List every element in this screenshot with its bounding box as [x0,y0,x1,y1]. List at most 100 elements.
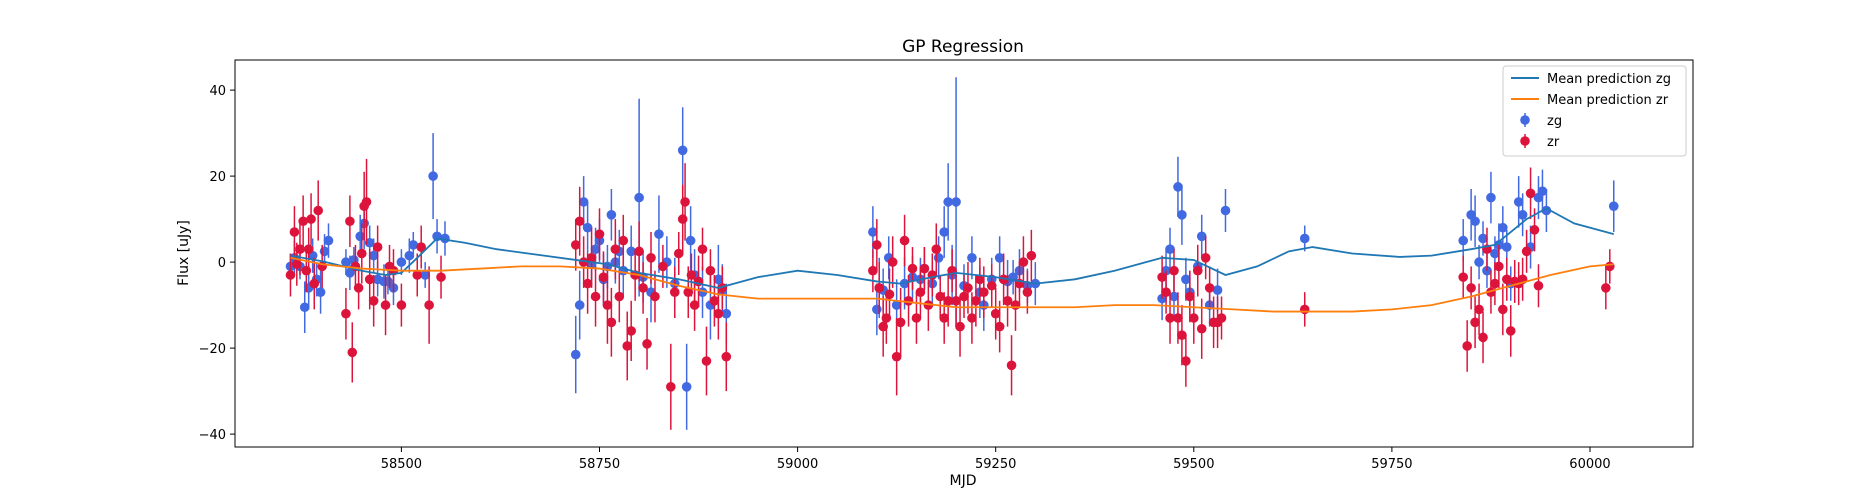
data-point-zr [1466,283,1476,293]
data-point-zr [1601,283,1611,293]
data-point-zr [1026,250,1037,261]
legend-label: Mean prediction zr [1547,93,1669,108]
data-point-zr [872,240,882,250]
data-point-zg [420,270,430,280]
data-point-zr [642,339,652,349]
data-point-zg [1478,233,1488,244]
data-point-zr [582,278,593,289]
data-point-zr [955,321,965,332]
y-tick-label: 0 [218,256,226,271]
data-point-zr [895,317,906,328]
data-point-zr [1185,291,1195,302]
data-point-zg [299,302,310,313]
chart-title: GP Regression [902,37,1024,57]
data-point-zr [975,274,985,285]
data-point-zr [1192,265,1203,276]
data-point-zg [404,250,415,261]
data-point-zr [1501,274,1512,285]
data-point-zg [606,210,617,220]
data-point-zr [979,287,989,298]
data-point-zg [685,235,696,246]
legend-label: zg [1547,114,1562,129]
data-point-zg [1498,222,1508,233]
series-zr [285,158,1615,430]
data-point-zr [309,278,320,289]
data-point-zr [677,214,688,224]
data-point-zr [364,274,375,285]
legend: Mean prediction zg Mean prediction zr zg zr [1502,65,1687,157]
data-point-zr [881,313,892,323]
data-point-zg [345,268,355,278]
x-tick-label: 60000 [1569,457,1610,472]
data-point-zg [1173,182,1183,192]
data-point-zr [574,216,585,227]
data-point-zr [622,341,633,351]
legend-swatch [1520,115,1530,125]
data-point-zg [1458,235,1469,246]
data-point-zr [606,317,617,328]
data-point-zr [301,265,312,276]
data-point-zg [677,145,688,156]
data-point-zr [436,272,446,282]
data-point-zr [939,313,949,323]
data-point-zr [1200,252,1211,263]
data-point-zr [614,291,625,302]
data-point-zr [1181,356,1191,366]
x-tick-label: 59500 [1173,457,1214,472]
y-axis: −40 −20 0 20 40 [199,84,235,443]
data-point-zr [919,263,930,274]
data-point-zr [1521,246,1532,257]
data-point-zr [298,216,308,227]
data-point-zg [943,197,953,207]
data-point-zr [1529,225,1540,235]
data-point-zr [598,272,609,282]
legend-label: Mean prediction zg [1547,72,1671,87]
data-point-zg [939,227,949,237]
data-point-zr [1204,283,1215,293]
data-point-zg [408,240,419,250]
data-point-zr [1196,323,1207,334]
data-point-zr [638,283,648,293]
data-point-zr [356,248,367,259]
data-point-zr [884,289,895,300]
data-point-zg [1501,242,1512,252]
data-point-zr [618,235,629,246]
data-point-zg [1541,205,1552,216]
y-tick-label: −20 [199,342,226,357]
data-point-zr [586,252,597,263]
data-point-zg [1608,201,1619,211]
plot-area [234,59,1694,448]
data-point-zg [1470,216,1480,227]
data-point-zg [590,244,601,254]
data-point-zr [590,291,601,302]
data-point-zg [341,257,351,267]
data-point-zr [578,257,589,267]
data-point-zg [570,349,581,360]
data-point-zr [650,291,660,302]
data-point-zg [368,250,379,261]
data-point-zr [1177,330,1187,341]
data-point-zr [361,197,372,207]
data-point-zr [1604,261,1615,272]
data-point-zg [872,304,882,315]
data-point-zr [1188,313,1199,323]
data-point-zr [353,283,364,293]
data-point-zg [355,231,365,242]
data-point-zr [295,244,305,254]
data-point-zg [626,246,636,257]
data-point-zr [686,270,697,280]
data-point-zr [911,313,922,323]
x-tick-label: 58750 [579,457,620,472]
data-point-zg [1181,274,1191,285]
data-point-zr [570,240,581,250]
x-axis-label: MJD [950,473,977,489]
data-point-zr [416,242,427,252]
data-point-zr [903,296,914,306]
data-point-zr [1173,313,1183,323]
data-point-zg [681,382,692,392]
data-point-zr [967,313,977,323]
data-point-zg [1490,248,1500,259]
data-point-zg [967,252,977,263]
data-point-zr [878,321,888,332]
data-point-zr [713,308,724,319]
